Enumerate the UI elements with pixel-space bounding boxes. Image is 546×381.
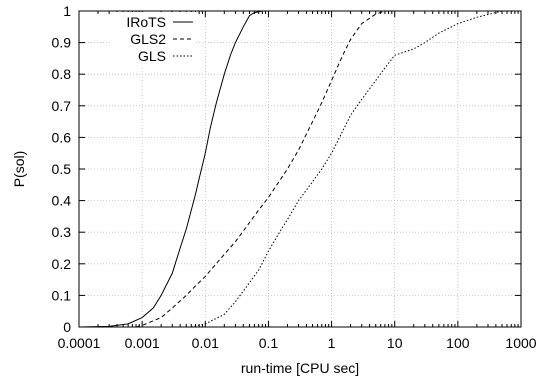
legend-label: GLS2 [130,31,166,47]
y-tick-label: 1 [63,3,71,19]
x-tick-label: 10 [387,335,403,351]
y-tick-label: 0.1 [52,287,72,303]
series-line-gls2 [135,10,386,328]
x-tick-label: 0.1 [259,335,279,351]
y-tick-label: 0.3 [52,224,72,240]
x-tick-label: 1 [328,335,336,351]
x-tick-label: 0.01 [192,335,219,351]
y-tick-label: 0.9 [52,35,72,51]
x-tick-label: 1000 [505,335,536,351]
y-axis-title: P(sol) [11,151,27,188]
legend-label: IRoTS [126,14,166,30]
y-tick-labels: 0 0.1 0.2 0.3 0.4 0.5 0.6 0.7 0.8 0.9 1 [52,3,72,335]
y-tick-label: 0 [63,319,71,335]
x-tick-label: 0.0001 [58,335,101,351]
legend-label: GLS [138,48,166,64]
series-line-gls [191,10,503,328]
series-line-irots [78,10,263,328]
y-tick-label: 0.2 [52,256,72,272]
y-tick-label: 0.8 [52,66,72,82]
x-tick-label: 100 [446,335,470,351]
series-layer [78,10,503,328]
x-tick-labels: 0.0001 0.001 0.01 0.1 1 10 100 1000 [58,335,537,351]
y-tick-label: 0.6 [52,129,72,145]
y-tick-label: 0.4 [52,193,72,209]
y-tick-label: 0.5 [52,161,72,177]
y-tick-label: 0.7 [52,98,72,114]
x-axis-title: run-time [CPU sec] [241,360,359,376]
x-tick-label: 0.001 [125,335,160,351]
